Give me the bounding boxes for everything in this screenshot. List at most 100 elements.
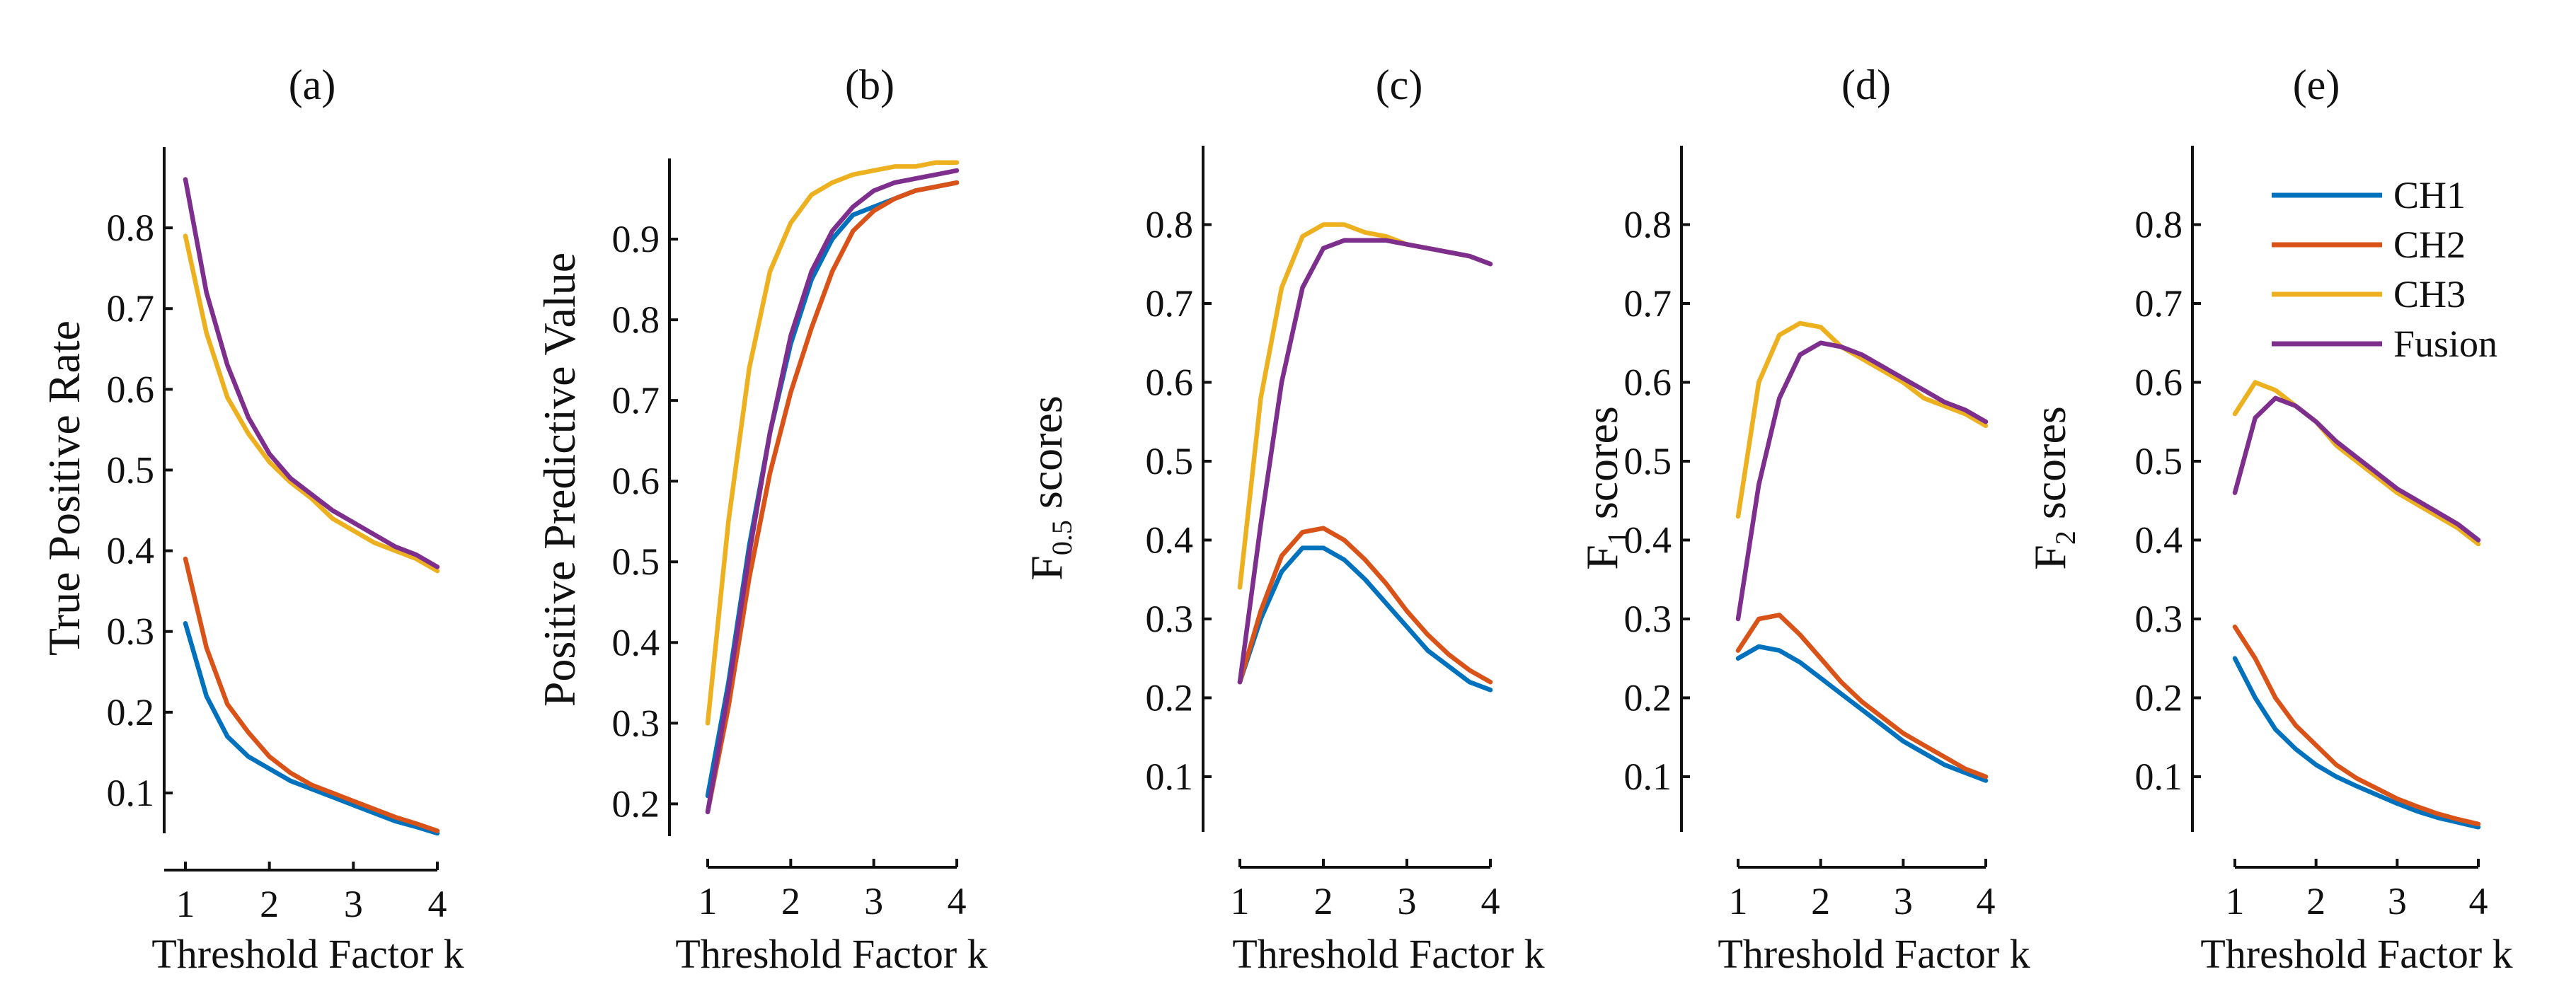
panel-b-ytick-label-3: 0.5 [612,540,660,583]
panel-d-ytick-label-5: 0.6 [1624,361,1672,403]
panel-a-ylabel: True Positive Rate [39,320,89,656]
panel-c-ytick-label-1: 0.2 [1146,676,1194,719]
panel-b-series-fusion [705,168,960,815]
panel-b-plot: 0.2 0.3 0.4 0.5 0.6 0.7 0.8 0.9 1 2 3 4 [612,158,967,922]
panel-e-ylabel-suffix: scores [2025,406,2075,531]
legend-item-ch2: CH2 [2272,224,2466,266]
panel-b-ytick-label-4: 0.6 [612,460,660,502]
panel-c-series-fusion [1237,238,1493,685]
panel-c-xtick-label-3: 4 [1481,880,1500,922]
panel-e-xtick-label-0: 1 [2226,880,2245,922]
panel-a: (a) True Positive Rate Threshold Factor … [39,62,464,977]
panel-e-ytick-label-3: 0.4 [2135,519,2183,561]
panel-a-xtick-label-2: 3 [344,883,363,925]
panel-c-title: (c) [1376,62,1423,108]
panel-b-series-ch3 [705,160,960,726]
panel-b-xtick-label-0: 1 [698,880,718,922]
panel-b-ytick-label-6: 0.8 [612,299,660,341]
panel-c-ytick-label-5: 0.6 [1146,361,1194,403]
panel-e-ytick-label-0: 0.1 [2135,755,2183,798]
legend-label-ch1: CH1 [2393,174,2466,216]
panel-c-plot: 0.1 0.2 0.3 0.4 0.5 0.6 0.7 0.8 1 2 3 4 [1146,146,1500,922]
panel-b-ytick-label-1: 0.3 [612,702,660,744]
panel-c-xtick-label-1: 2 [1314,880,1333,922]
panel-e-plot: 0.1 0.2 0.3 0.4 0.5 0.6 0.7 0.8 1 2 3 4 [2135,146,2488,922]
panel-d-series-ch1 [1735,644,1989,783]
panel-e-xtick-label-3: 4 [2469,880,2488,922]
panel-d-ytick-label-4: 0.5 [1624,440,1672,482]
panel-b-ytick-label-5: 0.7 [612,379,660,422]
panel-c-series-ch2 [1237,526,1493,685]
panel-d-ytick-label-1: 0.2 [1624,676,1672,719]
panel-d-ytick-label-2: 0.3 [1624,598,1672,640]
panel-c-ylabel-sub: 0.5 [1046,520,1078,555]
panel-d-series-ch2 [1735,613,1989,780]
panel-d-ylabel: F1 scores [1577,406,1633,570]
legend-label-ch2: CH2 [2393,224,2466,266]
panel-d-series-ch3 [1735,320,1989,519]
panel-b: (b) Positive Predictive Value Threshold … [534,62,988,977]
panel-b-ytick-label-2: 0.4 [612,621,660,664]
panel-b-xtick-label-2: 3 [864,880,883,922]
panel-d-ylabel-sub: 1 [1602,531,1633,545]
panel-d-xtick-label-2: 3 [1894,880,1913,922]
panel-e-series-ch3 [2232,380,2481,547]
panel-d-ylabel-suffix: scores [1577,406,1627,531]
panel-a-series-ch1 [183,621,440,836]
panel-a-series-fusion [183,177,440,569]
legend: CH1 CH2 CH3 Fusion [2272,174,2497,365]
panel-b-xlabel: Threshold Factor k [675,931,987,977]
panel-b-ytick-label-0: 0.2 [612,782,660,825]
panel-b-title: (b) [845,62,895,108]
panel-a-ytick-label-4: 0.5 [107,448,155,491]
panel-a-series-ch3 [183,233,440,574]
panel-e-ytick-label-2: 0.3 [2135,598,2183,640]
panel-d: (d) F1 scores Threshold Factor k 0.10.20… [1577,62,2030,977]
panel-d-ytick-label-3: 0.4 [1624,519,1672,561]
panel-a-xlabel: Threshold Factor k [151,931,464,977]
panel-e-title: (e) [2293,62,2340,108]
panel-c-series-ch1 [1237,545,1493,693]
panel-c-xtick-label-2: 3 [1398,880,1417,922]
panel-a-title: (a) [289,62,336,108]
panel-e-xtick-label-2: 3 [2388,880,2407,922]
panel-a-series-ch2 [183,556,440,833]
panel-a-ytick-label-5: 0.6 [107,368,155,410]
panel-e-ylabel-sub: 2 [2049,531,2081,545]
legend-label-ch3: CH3 [2393,273,2466,315]
panel-e-ylabel: F2 scores [2025,406,2081,570]
panel-c-ytick-label-3: 0.4 [1146,519,1194,561]
panel-c-xlabel: Threshold Factor k [1232,931,1544,977]
legend-item-ch1: CH1 [2272,174,2466,216]
panel-e-ytick-label-1: 0.2 [2135,676,2183,719]
panel-b-series-ch2 [705,180,960,815]
panel-c-ytick-label-0: 0.1 [1146,755,1194,798]
panel-e-ylabel-main: F [2025,545,2075,570]
panel-d-xtick-label-3: 4 [1977,880,1996,922]
panel-e-ytick-label-7: 0.8 [2135,203,2183,245]
panel-e-series-fusion [2232,395,2481,543]
panel-d-ylabel-main: F [1577,545,1627,570]
panel-e: (e) F2 scores Threshold Factor k 0.1 0.2 0… [2025,62,2513,977]
panel-c-xtick-label-0: 1 [1231,880,1250,922]
panel-e-xlabel: Threshold Factor k [2200,931,2512,977]
panel-c-ytick-label-4: 0.5 [1146,440,1194,482]
panel-c-ylabel-main: F [1021,555,1071,581]
panel-a-plot: 0.1 0.2 0.3 0.4 0.5 0.6 0.7 0.8 1 2 3 4 [107,147,447,925]
panel-c-ylabel: F0.5 scores [1021,395,1078,581]
panel-b-ytick-label-7: 0.9 [612,218,660,260]
panel-e-ytick-label-4: 0.5 [2135,440,2183,482]
panel-b-xtick-label-3: 4 [948,880,967,922]
panel-a-xtick-label-3: 4 [428,883,447,925]
panel-d-ytick-label-6: 0.7 [1624,282,1672,325]
panel-a-ytick-label-1: 0.2 [107,691,155,734]
panel-d-plot: 0.1 0.2 0.3 0.4 0.5 0.6 0.7 0.8 1 2 3 4 [1624,146,1996,922]
panel-d-ytick-label-7: 0.8 [1624,203,1672,245]
panel-e-ytick-label-6: 0.7 [2135,282,2183,325]
panel-c-ytick-label-7: 0.8 [1146,203,1194,245]
panel-e-ytick-label-5: 0.6 [2135,361,2183,403]
panel-a-ytick-label-2: 0.3 [107,610,155,653]
panel-d-xlabel: Threshold Factor k [1718,931,2030,977]
panel-b-xtick-label-1: 2 [781,880,800,922]
